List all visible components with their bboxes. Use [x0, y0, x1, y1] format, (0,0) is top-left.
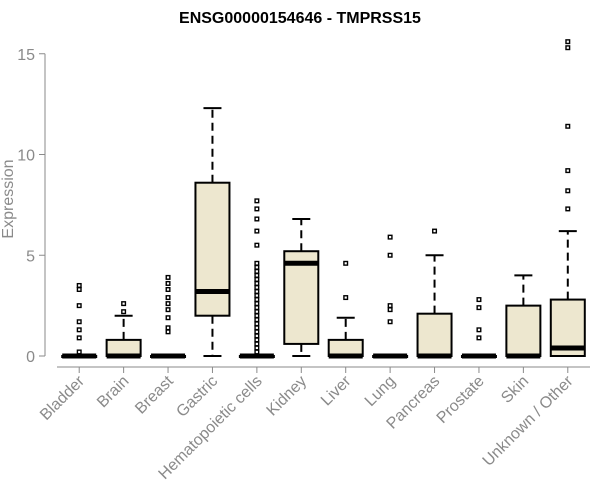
- outlier-point: [254, 198, 260, 204]
- outlier-point: [254, 293, 260, 299]
- outlier-point: [76, 319, 82, 325]
- outlier-point: [387, 234, 393, 240]
- outlier-point: [254, 280, 260, 286]
- x-tick-label: Liver: [318, 372, 355, 409]
- outlier-point: [254, 297, 260, 303]
- outlier-point: [565, 206, 571, 212]
- outlier-point: [254, 289, 260, 295]
- outlier-point: [254, 228, 260, 234]
- outlier-point: [254, 305, 260, 311]
- outlier-point: [387, 303, 393, 309]
- outlier-point: [76, 335, 82, 341]
- box-hematopoietic-cells: [238, 198, 275, 359]
- outlier-point: [165, 307, 171, 313]
- outlier-point: [165, 301, 171, 307]
- box-rect: [283, 250, 320, 345]
- outlier-point: [254, 216, 260, 222]
- outlier-point: [476, 335, 482, 341]
- outlier-point: [76, 349, 82, 355]
- outlier-point: [565, 45, 571, 51]
- outlier-point: [254, 242, 260, 248]
- outlier-point: [254, 309, 260, 315]
- outlier-point: [565, 188, 571, 194]
- box-brain: [105, 301, 142, 359]
- box-breast: [150, 274, 187, 359]
- outlier-point: [476, 297, 482, 303]
- x-tick-label: Lung: [362, 373, 399, 410]
- outlier-point: [476, 327, 482, 333]
- outlier-point: [165, 325, 171, 331]
- outlier-point: [254, 260, 260, 266]
- outlier-point: [254, 333, 260, 339]
- outlier-point: [76, 327, 82, 333]
- outlier-point: [565, 39, 571, 45]
- outlier-point: [254, 337, 260, 343]
- outlier-point: [254, 284, 260, 290]
- outlier-point: [254, 329, 260, 335]
- outlier-point: [165, 329, 171, 335]
- box-lung: [372, 234, 409, 359]
- y-tick-label: 0: [26, 349, 35, 366]
- outlier-point: [254, 264, 260, 270]
- box-pancreas: [416, 228, 453, 359]
- x-tick-label: Skin: [498, 373, 532, 407]
- x-tick-label: Kidney: [264, 373, 311, 420]
- outlier-point: [343, 260, 349, 266]
- outlier-point: [76, 303, 82, 309]
- outlier-point: [432, 228, 438, 234]
- chart-title: ENSG00000154646 - TMPRSS15: [179, 10, 421, 27]
- outlier-point: [254, 317, 260, 323]
- outlier-point: [121, 309, 127, 315]
- box-rect: [416, 312, 453, 357]
- outlier-point: [343, 295, 349, 301]
- outlier-point: [254, 276, 260, 282]
- y-axis-label: Expression: [0, 159, 17, 238]
- box-gastric: [194, 107, 231, 357]
- outlier-point: [76, 282, 82, 288]
- outlier-point: [254, 268, 260, 274]
- outlier-point: [254, 206, 260, 212]
- outlier-point: [165, 274, 171, 280]
- outlier-point: [387, 319, 393, 325]
- outlier-point: [121, 301, 127, 307]
- outlier-point: [254, 301, 260, 307]
- y-tick-label: 5: [26, 248, 35, 265]
- outlier-point: [254, 345, 260, 351]
- outlier-point: [254, 272, 260, 278]
- box-liver: [327, 260, 364, 359]
- outlier-point: [476, 305, 482, 311]
- box-unknown-other: [549, 39, 586, 357]
- x-tick-label: Bladder: [37, 372, 88, 423]
- outlier-point: [387, 252, 393, 258]
- box-prostate: [460, 297, 497, 359]
- outlier-point: [254, 341, 260, 347]
- x-tick-label: Brain: [94, 373, 132, 411]
- box-kidney: [283, 217, 320, 357]
- outlier-point: [254, 325, 260, 331]
- y-tick-label: 15: [17, 47, 35, 64]
- outlier-point: [254, 349, 260, 355]
- outlier-point: [254, 313, 260, 319]
- outlier-point: [165, 287, 171, 293]
- outlier-point: [165, 280, 171, 286]
- box-rect: [505, 304, 542, 357]
- outlier-point: [565, 168, 571, 174]
- box-rect: [194, 181, 231, 317]
- y-axis: 0 5 10 15: [17, 47, 46, 366]
- outlier-point: [76, 287, 82, 293]
- x-tick-label: Prostate: [434, 373, 488, 427]
- x-tick-label: Breast: [132, 372, 177, 417]
- outlier-point: [565, 123, 571, 129]
- outlier-point: [254, 321, 260, 327]
- outlier-point: [165, 315, 171, 321]
- box-bladder: [61, 282, 98, 359]
- outlier-point: [387, 307, 393, 313]
- box-group: [61, 39, 586, 359]
- outlier-point: [165, 295, 171, 301]
- y-tick-label: 10: [17, 148, 35, 165]
- box-skin: [505, 274, 542, 359]
